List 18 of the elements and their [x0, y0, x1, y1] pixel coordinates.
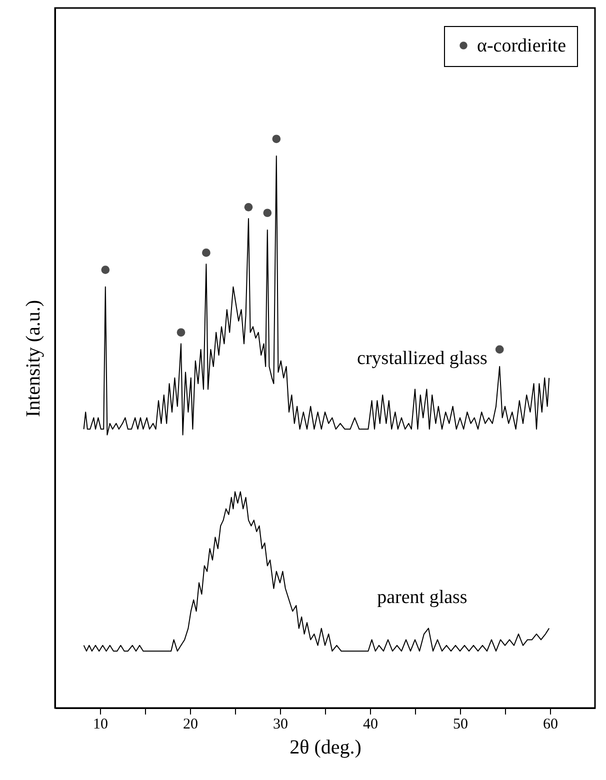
point [101, 266, 110, 274]
x-tick-label: 10 [93, 716, 108, 732]
x-axis-title: 2θ (deg.) [290, 736, 362, 758]
series-label: crystallized glass [357, 348, 488, 369]
point [176, 328, 186, 337]
point [263, 208, 272, 218]
point [495, 345, 504, 354]
point [272, 134, 281, 144]
x-tick-label: 30 [273, 716, 288, 732]
x-tick-label: 20 [183, 716, 198, 732]
x-tick-label: 50 [453, 716, 468, 732]
y-axis-title: Intensity (a.u.) [22, 300, 44, 418]
series-label: parent glass [377, 587, 468, 608]
point [244, 203, 253, 212]
point [202, 248, 210, 257]
legend-label: α-cordierite [477, 36, 566, 56]
x-tick-label: 60 [543, 716, 558, 732]
x-tick-label: 40 [363, 716, 378, 732]
